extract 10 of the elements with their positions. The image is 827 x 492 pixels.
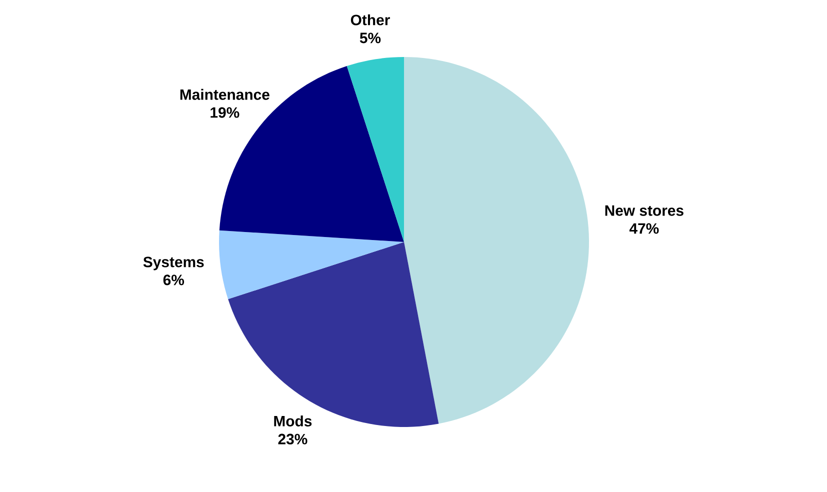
data-label: 5% [360, 32, 381, 44]
slice-label: Other [350, 14, 390, 26]
slice-label: Mods [274, 415, 312, 426]
data-label: 47% [629, 223, 659, 234]
data-label: 6% [163, 274, 184, 286]
slice-label: Systems [143, 256, 204, 270]
data-label: 23% [278, 434, 308, 444]
slice-label: Maintenance [180, 88, 270, 100]
slice-label: New stores [605, 205, 684, 216]
data-label: 19% [210, 107, 240, 118]
